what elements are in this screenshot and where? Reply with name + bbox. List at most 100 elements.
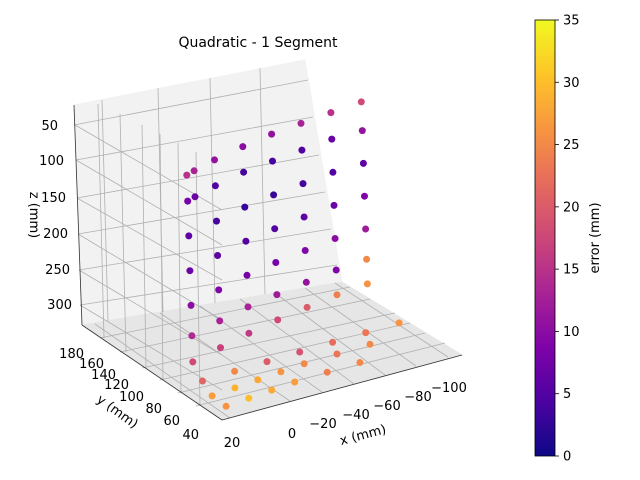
chart-title: Quadratic - 1 Segment [178, 35, 338, 51]
data-point [329, 168, 337, 176]
x-axis-label: x (mm) [338, 422, 388, 449]
gridline [78, 269, 223, 356]
data-point [327, 109, 335, 117]
data-point [300, 213, 308, 221]
data-point [273, 291, 281, 299]
data-point [332, 266, 340, 274]
data-point [214, 252, 222, 259]
data-point [231, 384, 239, 392]
y-tick-label: 140 [91, 368, 116, 383]
gridline [94, 323, 231, 419]
colorbar-tick-label: 15 [563, 263, 580, 278]
colorbar-tick-label: 35 [563, 14, 580, 29]
data-point [329, 338, 337, 346]
gridline [97, 103, 105, 339]
colorbar-tick-label: 10 [563, 325, 580, 340]
gridline [334, 282, 449, 358]
y-tick-label: 160 [79, 357, 104, 372]
data-point [361, 192, 368, 200]
gridline [259, 67, 266, 295]
colorbar-tick-label: 5 [563, 387, 571, 402]
data-point [215, 286, 223, 294]
data-point [333, 350, 341, 358]
data-point [297, 119, 305, 127]
data-point [241, 203, 249, 211]
data-point [189, 358, 197, 366]
data-point [211, 156, 218, 164]
data-point [188, 332, 196, 340]
data-point [184, 197, 192, 205]
data-point [243, 271, 251, 279]
data-point [298, 146, 306, 154]
data-point [359, 159, 367, 167]
colorbar-tick-label: 30 [563, 76, 580, 91]
x-tick-label: −60 [373, 399, 400, 414]
data-point [333, 291, 341, 299]
y-tick-label: 120 [104, 378, 129, 393]
data-point [328, 135, 336, 143]
data-point [272, 259, 280, 266]
data-point [323, 368, 331, 376]
gridline [159, 312, 291, 402]
data-point [186, 267, 194, 275]
data-point [254, 376, 262, 384]
data-point [213, 217, 220, 225]
z-tick-label: 100 [39, 154, 64, 169]
axes-edges [73, 104, 463, 421]
data-point [274, 316, 282, 324]
data-point [363, 255, 371, 263]
y-tick-label: 60 [163, 414, 180, 429]
z-tick-label: 250 [45, 263, 70, 278]
data-point [296, 348, 304, 356]
z-tick-label: 300 [47, 298, 72, 313]
data-point [301, 247, 309, 254]
data-point [263, 358, 271, 366]
data-point [331, 235, 339, 242]
gridline [75, 159, 223, 246]
gridline [141, 312, 396, 369]
data-point [240, 168, 248, 176]
data-point [366, 340, 374, 348]
x-axis-line [221, 354, 463, 421]
data-point [395, 319, 403, 327]
gridline [99, 286, 351, 339]
gridline [78, 228, 332, 271]
data-point [211, 182, 219, 190]
data-point [217, 344, 224, 352]
data-point [299, 180, 307, 188]
gridline [304, 287, 417, 367]
data-point [268, 386, 276, 394]
y-tick-label: 40 [182, 428, 199, 443]
x-tick-label: −100 [431, 381, 467, 396]
data-point [362, 329, 370, 337]
data-point [358, 127, 366, 135]
y-tick-label: 180 [59, 347, 84, 362]
data-point [183, 171, 191, 179]
data-point [291, 378, 299, 386]
x-tick-label: −80 [404, 390, 431, 405]
x-tick-label: 0 [288, 427, 296, 442]
gridline [73, 79, 309, 126]
gridline [79, 304, 223, 391]
gridline [75, 116, 314, 161]
data-point [191, 193, 199, 201]
data-point [356, 359, 364, 366]
gridline [77, 233, 223, 321]
colorbar-gradient [535, 20, 555, 456]
z-tick-labels: 50 100 150 200 250 300 [39, 119, 72, 313]
colorbar-tick-label: 0 [563, 450, 571, 465]
gridline [119, 298, 371, 353]
y-tick-label: 100 [119, 390, 144, 405]
data-point [300, 360, 308, 368]
gridline [76, 154, 320, 199]
x-tick-label: −20 [309, 417, 336, 432]
z-axis-label: z (mm) [26, 192, 41, 238]
gridline [119, 113, 127, 353]
x-tick-labels: 20 0 −20 −40 −60 −80 −100 [224, 381, 467, 451]
gridline [141, 124, 147, 369]
z-axis-line [73, 104, 83, 326]
colorbar: 0 5 10 15 20 25 30 35 error (mm) [534, 14, 603, 465]
gridline [239, 298, 355, 385]
data-point [277, 368, 285, 376]
